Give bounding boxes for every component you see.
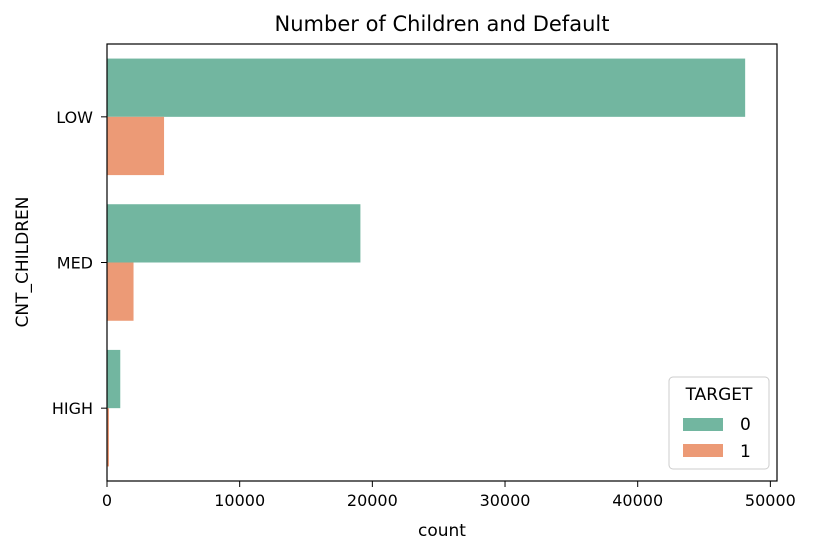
legend-title: TARGET	[685, 385, 753, 405]
x-axis-label: count	[418, 521, 466, 541]
legend-swatch-1	[683, 444, 723, 457]
bar-high-target-0	[107, 349, 121, 409]
x-tick-label: 50000	[745, 491, 796, 510]
bar-med-target-0	[107, 204, 361, 263]
legend-label-0: 0	[740, 415, 751, 435]
bar-high-target-1	[107, 408, 109, 467]
x-tick-label: 40000	[612, 491, 663, 510]
y-axis-label: CNT_CHILDREN	[13, 197, 33, 328]
y-tick-label: HIGH	[52, 399, 93, 418]
x-tick-label: 20000	[347, 491, 398, 510]
legend-label-1: 1	[740, 442, 751, 462]
x-tick-label: 10000	[214, 491, 265, 510]
x-tick-label: 30000	[480, 491, 531, 510]
y-axis-ticks: LOW MED HIGH	[52, 108, 107, 418]
bar-low-target-0	[107, 58, 746, 117]
bar-low-target-1	[107, 116, 165, 176]
plot-frame	[106, 43, 778, 482]
x-tick-label: 0	[102, 491, 112, 510]
chart-title: Number of Children and Default	[275, 12, 610, 36]
bar-med-target-1	[107, 262, 134, 321]
legend: TARGET 0 1	[668, 376, 770, 470]
x-axis-ticks: 0 10000 20000 30000 40000 50000	[102, 481, 796, 510]
y-tick-label: LOW	[56, 108, 93, 127]
y-tick-label: MED	[57, 254, 93, 273]
legend-swatch-0	[683, 418, 723, 431]
bars-group	[107, 58, 746, 467]
